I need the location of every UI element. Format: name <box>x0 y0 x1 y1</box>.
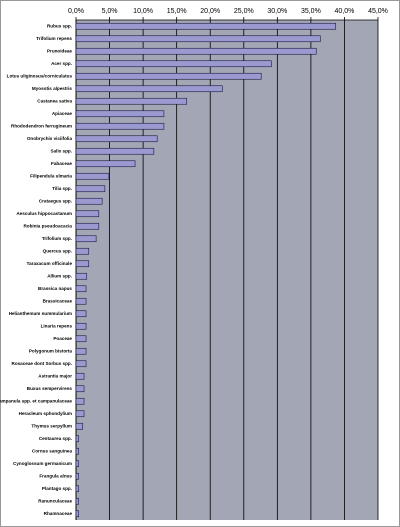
x-tick-label: 20,0% <box>200 8 220 15</box>
bar <box>75 360 87 368</box>
bar <box>75 22 337 30</box>
bar <box>75 97 188 105</box>
y-tick-label: Polygonum bistorta <box>29 348 73 353</box>
bar <box>75 135 158 143</box>
bar <box>75 122 165 130</box>
y-tick-label: Myosotis alpestris <box>32 86 73 91</box>
bar <box>75 410 85 418</box>
x-tick-label: 5,0% <box>102 8 118 15</box>
y-tick-label: Taraxacum officinale <box>27 261 73 266</box>
bar <box>75 372 85 380</box>
y-tick-label: Rubus spp. <box>47 23 72 28</box>
bar <box>75 85 223 93</box>
y-tick-label: Centaurea spp. <box>39 436 72 441</box>
x-tick-label: 15,0% <box>167 8 187 15</box>
y-tick-label: Prunoideae <box>47 48 72 53</box>
bar <box>75 235 97 243</box>
y-tick-label: Plantago spp. <box>42 486 72 491</box>
y-tick-label: Apiaceae <box>52 111 73 116</box>
y-tick-label: Ranunculaceae <box>38 498 72 503</box>
x-tick-label: 35,0% <box>301 8 321 15</box>
plot-area <box>76 20 378 520</box>
bar <box>75 60 272 68</box>
y-tick-label: Cynoglossum germanicum <box>13 461 72 466</box>
bar <box>75 297 87 305</box>
x-tick-label: 10,0% <box>133 8 153 15</box>
bar <box>75 460 79 468</box>
x-tick-label: 0,0% <box>68 8 84 15</box>
bar <box>75 397 85 405</box>
bar <box>75 422 84 430</box>
y-tick-label: Poaceae <box>53 336 72 341</box>
x-tick-label: 45,0% <box>368 8 388 15</box>
y-tick-label: Brassica napus <box>38 286 72 291</box>
y-tick-label: Rhamnaceae <box>44 511 73 516</box>
bar <box>75 510 79 518</box>
y-tick-label: Quercus spp. <box>43 248 72 253</box>
bar <box>75 110 165 118</box>
y-tick-label: Heracleum sphondylium <box>19 411 72 416</box>
bar <box>75 35 321 43</box>
bar <box>75 260 90 268</box>
y-tick-label: Aesculus hippocastanum <box>16 211 72 216</box>
y-tick-label: Robinia pseudoacacia <box>23 223 72 228</box>
y-tick-label: Filipendula ulmaria <box>30 173 72 178</box>
y-tick-label: Tilia spp. <box>52 186 72 191</box>
y-tick-label: Cornus sanguinea <box>32 448 73 453</box>
y-tick-label: Crataegus spp. <box>39 198 72 203</box>
bar <box>75 72 262 80</box>
y-tick-label: Helianthemum nummularium <box>9 311 72 316</box>
y-tick-label: Thymus serpyllum <box>31 423 72 428</box>
bar <box>75 272 88 280</box>
bar <box>75 485 79 493</box>
bar <box>75 310 87 318</box>
y-tick-label: Buxus sempervirens <box>27 386 73 391</box>
y-tick-label: Brassicaceae <box>43 298 73 303</box>
bar <box>75 210 100 218</box>
bar <box>75 172 110 180</box>
y-tick-label: Trifolium repens <box>36 36 72 41</box>
y-tick-label: Onobrychis viciifolia <box>27 136 73 141</box>
y-tick-label: Rosaceae dont Sorbus spp. <box>12 361 73 366</box>
y-tick-label: Trifolium spp. <box>42 236 72 241</box>
bar <box>75 447 79 455</box>
bar <box>75 472 79 480</box>
y-tick-label: Astrantia major <box>38 373 72 378</box>
bar <box>75 322 87 330</box>
x-tick-label: 30,0% <box>267 8 287 15</box>
y-tick-label: Campanula spp. et campanulaceae <box>0 398 72 403</box>
y-tick-label: Frangula alnus <box>39 473 72 478</box>
bar <box>75 285 87 293</box>
bar <box>75 497 79 505</box>
bar <box>75 197 103 205</box>
bar <box>75 160 136 168</box>
bar <box>75 435 79 443</box>
y-tick-label: Rhododendron ferrugineum <box>11 123 72 128</box>
bar <box>75 385 85 393</box>
y-tick-label: Fabaceae <box>51 161 72 166</box>
y-tick-label: Lotus uliginosus/corniculatus <box>7 73 73 78</box>
x-tick-label: 25,0% <box>234 8 254 15</box>
bar <box>75 147 155 155</box>
bar <box>75 335 87 343</box>
y-tick-label: Castanea sativa <box>37 98 72 103</box>
y-tick-label: Acer spp. <box>51 61 72 66</box>
y-tick-label: Allium spp. <box>47 273 72 278</box>
bar <box>75 222 100 230</box>
x-tick-label: 40,0% <box>335 8 355 15</box>
bar <box>75 47 317 55</box>
bar <box>75 347 87 355</box>
bar <box>75 247 90 255</box>
y-tick-label: Linaria repens <box>41 323 73 328</box>
y-tick-label: Salix spp. <box>51 148 72 153</box>
bar <box>75 185 106 193</box>
